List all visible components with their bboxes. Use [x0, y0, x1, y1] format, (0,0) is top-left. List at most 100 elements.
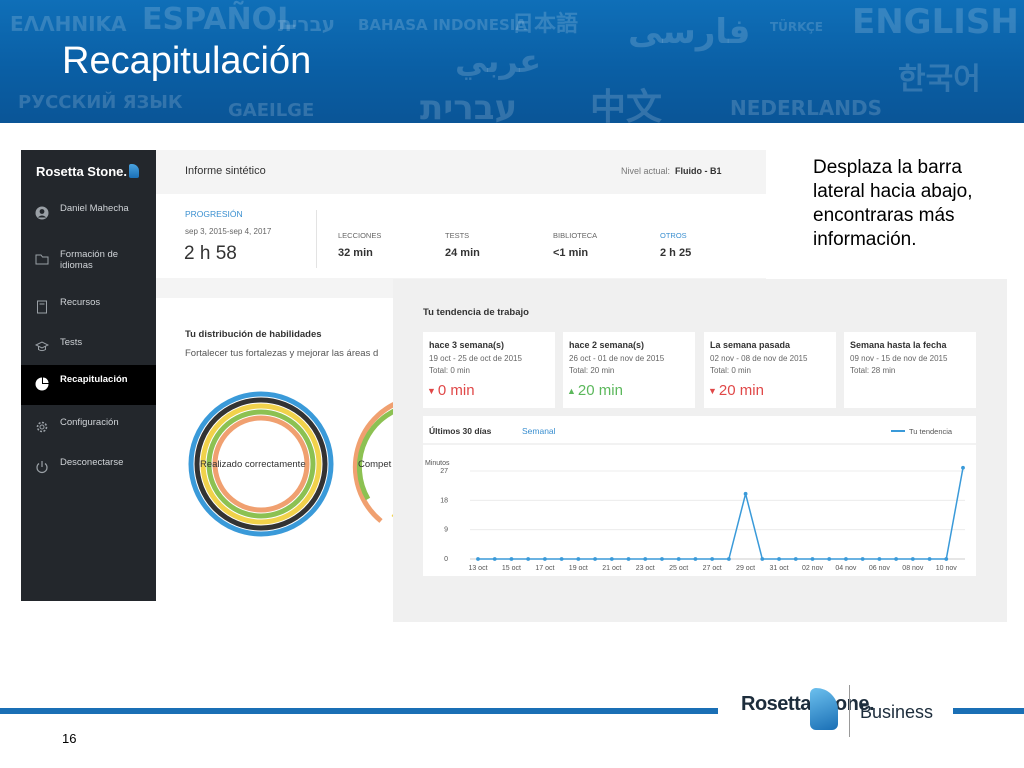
pie-chart-icon	[35, 377, 49, 391]
skills-title: Tu distribución de habilidades	[185, 329, 322, 340]
x-tick-label: 04 nov	[835, 565, 857, 572]
banner-word: 한국어	[898, 62, 981, 97]
sidebar-item-label: Tests	[60, 337, 83, 348]
folder-icon	[35, 254, 49, 265]
data-point	[476, 557, 480, 561]
banner-word: ΕΛΛΗΝΙΚΑ	[10, 12, 127, 36]
progress-dates: sep 3, 2015-sep 4, 2017	[185, 227, 272, 236]
x-tick-label: 02 nov	[802, 565, 824, 572]
slide-title: Recapitulación	[62, 40, 312, 82]
y-tick-label: 9	[444, 527, 448, 534]
ring-3	[200, 403, 322, 525]
y-tick-label: 0	[444, 556, 448, 563]
donut-label-competence: Compet	[358, 459, 392, 470]
data-point	[626, 557, 631, 561]
y-tick-label: 18	[440, 497, 448, 504]
sidebar-item-recursos[interactable]: Recursos	[21, 288, 156, 328]
data-point	[693, 557, 698, 561]
banner-word: TÜRKÇE	[770, 20, 823, 34]
data-point	[910, 557, 915, 561]
page-number: 16	[62, 731, 77, 746]
banner-word: עברית	[420, 88, 518, 123]
sidebar-item-user[interactable]: Daniel Mahecha	[21, 194, 156, 234]
tab-semanal[interactable]: Semanal	[522, 426, 556, 436]
sidebar-item-tests[interactable]: Tests	[21, 328, 156, 368]
sidebar-item-label: Configuración	[60, 417, 119, 428]
x-tick-label: 19 oct	[569, 565, 588, 572]
business-label: Business	[860, 702, 934, 722]
banner-word: РУССКИЙ ЯЗЫК	[18, 92, 183, 113]
progress-label: PROGRESIÓN	[185, 209, 243, 219]
sidebar-item-formacion[interactable]: Formación de idiomas	[21, 240, 156, 280]
x-tick-label: 21 oct	[602, 565, 621, 572]
trend-chart-panel: Últimos 30 días Semanal Tu tendencia Minu…	[423, 416, 976, 576]
data-point	[743, 491, 748, 496]
banner-word: GAEILGE	[228, 100, 315, 121]
x-tick-label: 27 oct	[703, 565, 722, 572]
ring-4	[206, 409, 316, 519]
legend-label: Tu tendencia	[909, 427, 953, 436]
instruction-note: Desplaza la barra lateral hacia abajo, e…	[813, 157, 973, 250]
data-point	[509, 557, 514, 561]
sidebar-item-label: Recursos	[60, 297, 101, 308]
change-value: ▲ 20 min	[567, 382, 623, 399]
data-point	[726, 557, 731, 561]
arrow-down-icon: ▼	[708, 386, 717, 396]
y-tick-label: 27	[440, 468, 448, 475]
stat-biblioteca: BIBLIOTECA <1 min	[553, 231, 598, 259]
data-point	[927, 557, 932, 561]
banner-word: עברית	[278, 12, 336, 36]
y-axis-title: Minutos	[425, 460, 450, 467]
arrow-down-icon: ▼	[427, 386, 436, 396]
x-tick-label: 25 oct	[669, 565, 688, 572]
data-point	[492, 557, 497, 561]
ring-1	[188, 391, 334, 537]
trend-line-chart: Tu tendencia Minutos 0 9 18 27 13 oct 15 oct 17 …	[423, 427, 976, 572]
x-tick-label: 08 nov	[902, 565, 924, 572]
divider	[316, 210, 317, 268]
current-level: Nivel actual: Fluido - B1	[621, 166, 722, 176]
power-icon	[36, 461, 48, 474]
data-point	[609, 557, 614, 561]
banner-word: 中文	[590, 87, 663, 123]
sidebar-item-label: Desconectarse	[60, 457, 124, 468]
stat-otros: OTROS 2 h 25	[660, 231, 692, 259]
data-point	[877, 557, 882, 561]
report-header	[156, 150, 766, 194]
ring-2	[194, 397, 328, 531]
banner-word: NEDERLANDS	[730, 96, 883, 120]
change-value: ▼ 20 min	[708, 382, 764, 399]
sidebar-item-configuracion[interactable]: Configuración	[21, 408, 156, 448]
data-point	[827, 557, 832, 561]
sidebar-item-recapitulacion[interactable]: Recapitulación	[21, 365, 156, 405]
ring-arc-1	[352, 395, 411, 523]
data-point	[576, 557, 581, 561]
data-point	[844, 557, 848, 561]
data-point	[793, 557, 798, 561]
skills-subtitle: Fortalecer tus fortalezas y mejorar las …	[185, 348, 379, 359]
stat-tests: TESTS 24 min	[445, 231, 480, 259]
data-point	[676, 557, 681, 561]
logo-icon	[129, 164, 140, 178]
logo-divider	[849, 685, 850, 737]
trend-screenshot: Tu tendencia de trabajo hace 3 semana(s)…	[393, 279, 1007, 622]
footer-rule-right	[953, 708, 1024, 714]
sidebar: Rosetta Stone. Daniel Mahecha Formación …	[21, 150, 156, 601]
tab-ultimos-30-dias[interactable]: Últimos 30 días	[429, 426, 492, 436]
report-title: Informe sintético	[185, 165, 266, 177]
x-tick-label: 10 nov	[936, 565, 958, 572]
sidebar-item-desconectarse[interactable]: Desconectarse	[21, 448, 156, 488]
sidebar-item-label: Formación de idiomas	[60, 249, 119, 271]
x-tick-label: 23 oct	[636, 565, 655, 572]
change-value: ▼ 0 min	[427, 382, 475, 399]
user-icon	[35, 206, 49, 220]
title-banner: ΕΛΛΗΝΙΚΑ ESPAÑOL עברית BAHASA INDONESIA 日本語 ف…	[0, 0, 1024, 123]
rosetta-stone-logo-text: Rosetta Stone.	[741, 693, 875, 715]
banner-word: ENGLISH	[852, 2, 1019, 42]
data-point	[961, 465, 965, 470]
data-point	[710, 557, 715, 561]
data-point	[542, 557, 547, 561]
progress-total: 2 h 58	[184, 243, 237, 264]
data-point	[894, 557, 899, 561]
x-tick-label: 31 oct	[769, 565, 788, 572]
